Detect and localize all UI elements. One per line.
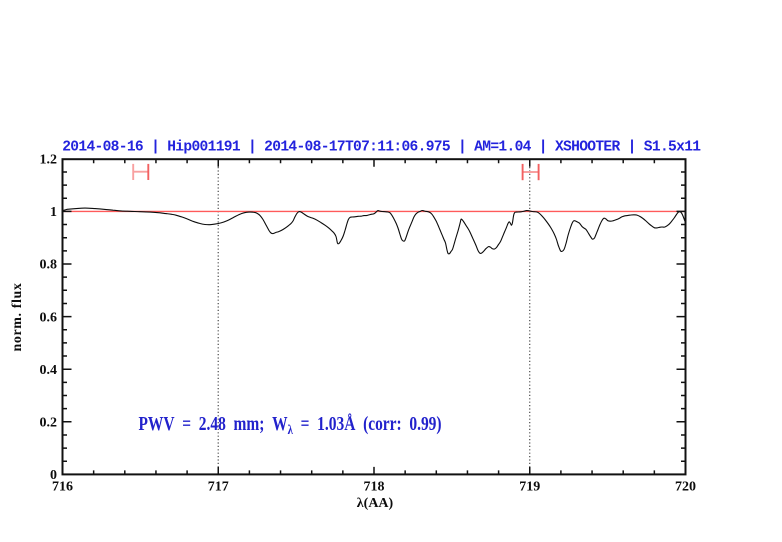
svg-text:716: 716 <box>52 480 73 495</box>
svg-text:717: 717 <box>208 480 229 495</box>
svg-text:0.4: 0.4 <box>40 363 58 378</box>
svg-text:0.6: 0.6 <box>40 310 58 325</box>
svg-text:718: 718 <box>364 480 385 495</box>
svg-text:norm. flux: norm. flux <box>10 283 25 352</box>
svg-text:719: 719 <box>519 480 540 495</box>
svg-text:2014-08-16 | Hip001191 | 2014-: 2014-08-16 | Hip001191 | 2014-08-17T07:1… <box>62 140 701 156</box>
svg-text:0.2: 0.2 <box>40 416 58 431</box>
svg-text:0.8: 0.8 <box>40 258 58 273</box>
svg-text:1: 1 <box>50 205 57 220</box>
svg-text:λ(AA): λ(AA) <box>357 496 394 511</box>
svg-text:720: 720 <box>675 480 696 495</box>
svg-text:1.2: 1.2 <box>40 153 58 168</box>
svg-text:0: 0 <box>50 468 57 483</box>
